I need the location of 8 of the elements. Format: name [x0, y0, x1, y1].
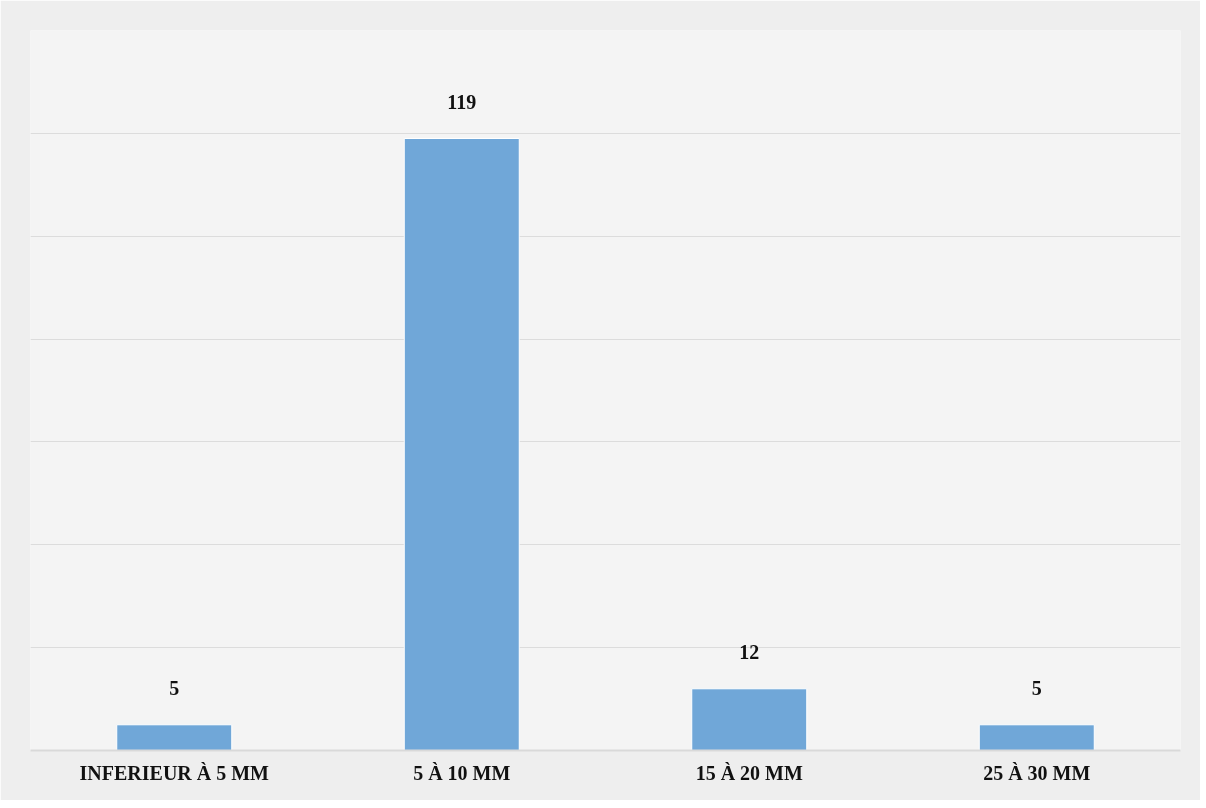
data-label: 119	[447, 90, 477, 113]
data-label: 5	[1031, 676, 1042, 699]
x-tick-label: 5 À 10 MM	[413, 761, 511, 784]
x-tick-label: 25 À 30 MM	[983, 761, 1091, 784]
x-tick-label: 15 À 20 MM	[695, 761, 803, 784]
x-tick-label: INFERIEUR À 5 MM	[79, 761, 270, 784]
data-label: 5	[169, 676, 180, 699]
data-label: 12	[739, 640, 760, 663]
